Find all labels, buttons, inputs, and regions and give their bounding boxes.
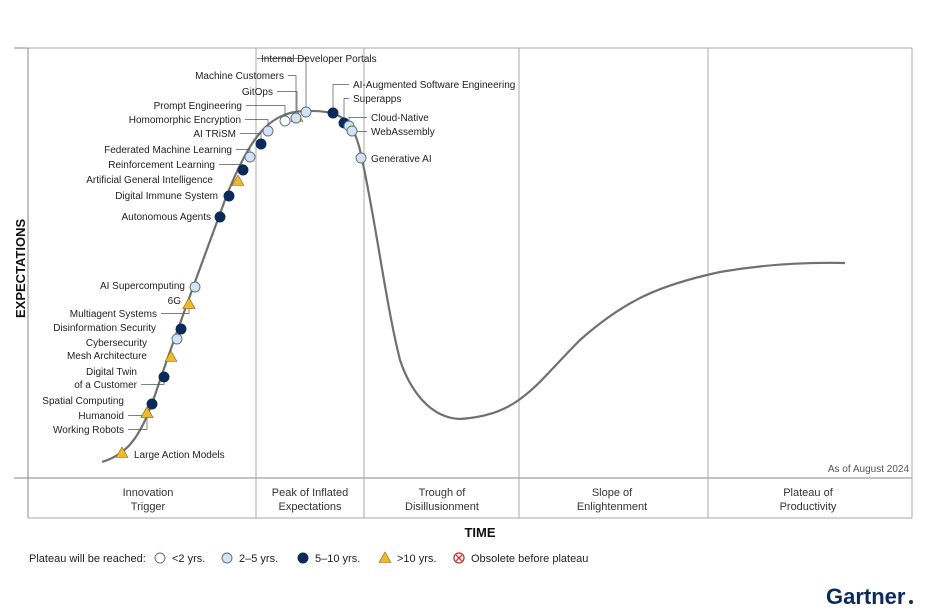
label-homomorphic-encryption: Homomorphic Encryption — [129, 115, 241, 126]
phase-labels: Innovation Trigger Peak of Inflated Expe… — [123, 487, 837, 513]
phase-label-innovation-trigger-2: Trigger — [131, 501, 166, 513]
marker-humanoid — [140, 406, 154, 418]
marker-digital-immune-system — [223, 190, 235, 202]
label-cloud-native: Cloud-Native — [371, 113, 429, 124]
label-generative-ai: Generative AI — [371, 154, 432, 165]
marker-large-action-models — [115, 446, 129, 458]
leader-line-prompt-engineering — [246, 105, 286, 121]
label-ai-augmented-software-engineering: AI-Augmented Software Engineering — [353, 80, 515, 91]
plot-frame — [14, 47, 913, 519]
legend-marker-gt10 — [378, 551, 392, 563]
label-internal-developer-portals: Internal Developer Portals — [261, 54, 377, 65]
marker-internal-developer-portals — [300, 106, 312, 118]
phase-label-slope-2: Enlightenment — [577, 501, 647, 513]
marker-spatial-computing — [146, 398, 158, 410]
technology-markers — [115, 106, 367, 458]
label-prompt-engineering: Prompt Engineering — [154, 101, 242, 112]
label-humanoid: Humanoid — [78, 411, 124, 422]
x-axis-title: TIME — [464, 525, 495, 540]
label-multiagent-systems: Multiagent Systems — [70, 309, 157, 320]
leader-line-working-robots — [128, 413, 148, 430]
label-digital-twin-of-a-customer-line-1: Digital Twin — [86, 367, 137, 378]
technology-labels: Large Action Models Working Robots Humanoi… — [42, 54, 515, 461]
phase-label-slope-1: Slope of — [592, 487, 633, 499]
marker-6g — [182, 297, 196, 309]
phase-label-trough-1: Trough of — [419, 487, 467, 499]
leader-line-machine-customers — [288, 75, 297, 118]
marker-cybersecurity — [171, 333, 183, 345]
label-webassembly: WebAssembly — [371, 127, 435, 138]
legend: Plateau will be reached: <2 yrs. 2–5 yrs.… — [29, 551, 588, 565]
phase-label-trough-2: Disillusionment — [405, 501, 479, 513]
label-superapps: Superapps — [353, 94, 401, 105]
label-mesh-architecture: Mesh Architecture — [67, 351, 147, 362]
label-spatial-computing: Spatial Computing — [42, 396, 124, 407]
marker-digital-twin-of-a-customer — [158, 371, 170, 383]
label-machine-customers: Machine Customers — [195, 71, 284, 82]
marker-ai-augmented-software-engineering — [327, 107, 339, 119]
marker-machine-customers — [290, 112, 302, 124]
marker-webassembly — [346, 125, 358, 137]
label-federated-machine-learning: Federated Machine Learning — [104, 145, 232, 156]
as-of-note: As of August 2024 — [828, 464, 910, 475]
label-gitops: GitOps — [242, 87, 273, 98]
phase-label-plateau-1: Plateau of — [783, 487, 833, 499]
gartner-logo-dot — [909, 600, 913, 604]
label-disinformation-security: Disinformation Security — [53, 323, 156, 334]
legend-label-2to5: 2–5 yrs. — [239, 553, 278, 565]
label-cybersecurity: Cybersecurity — [86, 338, 147, 349]
marker-disinformation-security — [175, 323, 187, 335]
legend-marker-lt2 — [154, 552, 166, 564]
marker-artificial-general-intelligence — [231, 174, 245, 186]
leader-line-gitops — [277, 91, 298, 117]
marker-ai-trism — [255, 138, 267, 150]
leader-line-internal-developer-portals — [257, 58, 307, 112]
label-autonomous-agents: Autonomous Agents — [121, 212, 211, 223]
legend-title: Plateau will be reached: — [29, 553, 146, 565]
marker-federated-machine-learning — [244, 151, 256, 163]
phase-label-plateau-2: Productivity — [780, 501, 837, 513]
legend-label-obsolete: Obsolete before plateau — [471, 553, 588, 565]
label-ai-trism: AI TRiSM — [193, 129, 236, 140]
marker-prompt-engineering — [279, 115, 291, 127]
y-axis-title: EXPECTATIONS — [13, 218, 28, 318]
phase-label-peak-1: Peak of Inflated — [272, 487, 348, 499]
label-artificial-general-intelligence: Artificial General Intelligence — [86, 175, 213, 186]
leader-line-ai-augmented-software-engineering — [332, 84, 349, 113]
legend-marker-5to10 — [297, 552, 309, 564]
label-reinforcement-learning: Reinforcement Learning — [108, 160, 215, 171]
marker-autonomous-agents — [214, 211, 226, 223]
label-working-robots: Working Robots — [53, 425, 124, 436]
marker-homomorphic-encryption — [262, 125, 274, 137]
phase-label-innovation-trigger-1: Innovation — [123, 487, 174, 499]
legend-label-5to10: 5–10 yrs. — [315, 553, 360, 565]
label-digital-twin-of-a-customer-line-2: of a Customer — [74, 380, 137, 391]
legend-marker-2to5 — [221, 552, 233, 564]
marker-reinforcement-learning — [237, 164, 249, 176]
gartner-logo: Gartner — [826, 584, 906, 609]
marker-ai-supercomputing — [189, 281, 201, 293]
legend-label-gt10: >10 yrs. — [397, 553, 436, 565]
leader-line-superapps — [343, 98, 349, 123]
phase-label-peak-2: Expectations — [279, 501, 342, 513]
label-large-action-models: Large Action Models — [134, 450, 225, 461]
label-6g: 6G — [168, 296, 182, 307]
legend-marker-obsolete — [453, 552, 465, 564]
label-digital-immune-system: Digital Immune System — [115, 191, 218, 202]
label-ai-supercomputing: AI Supercomputing — [100, 281, 185, 292]
legend-label-lt2: <2 yrs. — [172, 553, 205, 565]
marker-generative-ai — [355, 152, 367, 164]
marker-mesh-architecture — [164, 350, 178, 362]
